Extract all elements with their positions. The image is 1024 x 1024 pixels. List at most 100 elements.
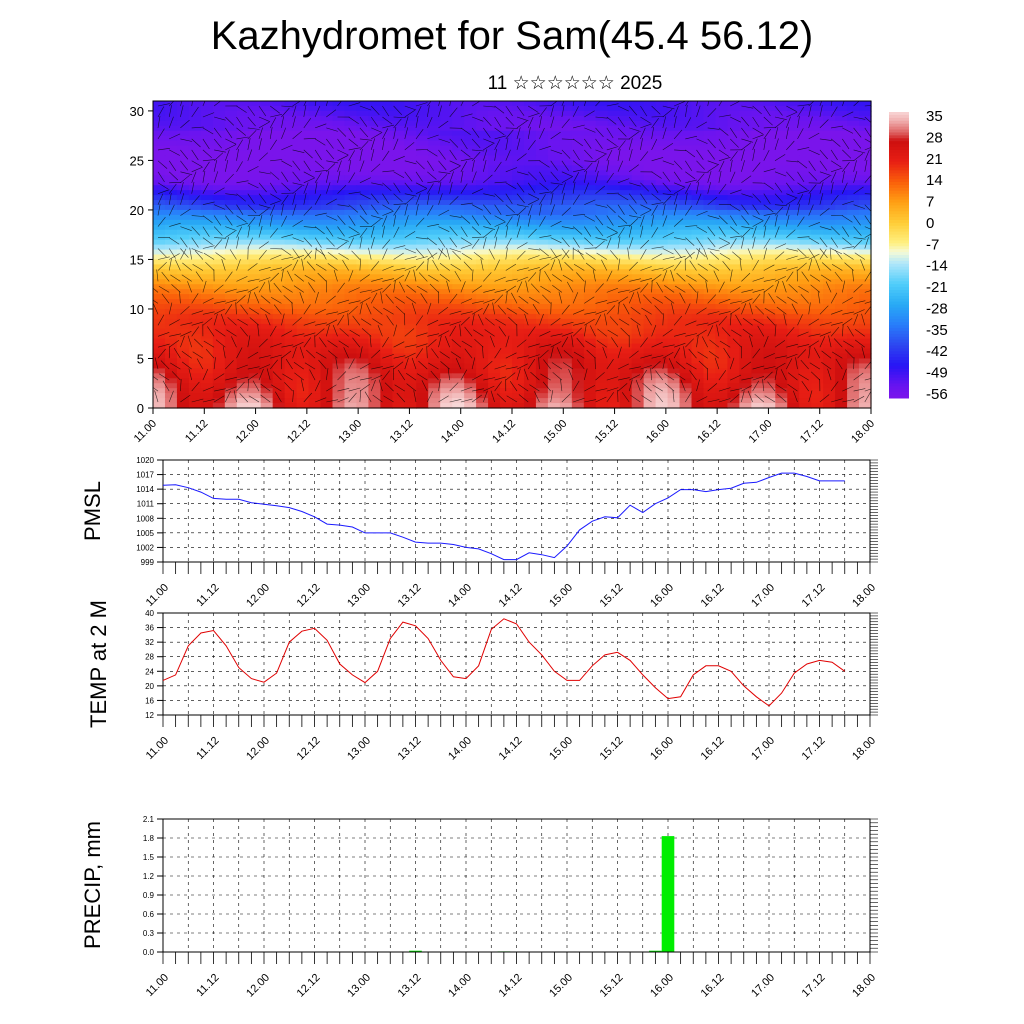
heatmap-cell [188, 204, 202, 211]
heatmap-cell [332, 160, 346, 166]
wind-barb [786, 266, 798, 271]
heatmap-cell [679, 244, 693, 251]
heatmap-cell [404, 353, 417, 360]
heatmap-cell [559, 190, 573, 196]
heatmap-cell [631, 313, 645, 320]
heatmap-cell [428, 284, 441, 290]
wind-barb [281, 105, 294, 108]
heatmap-cell [452, 358, 465, 365]
wind-barb [404, 171, 413, 182]
heatmap-cell [284, 373, 298, 379]
wind-barb [326, 295, 336, 304]
wind-barbs [153, 101, 871, 403]
heatmap-cell [236, 120, 250, 127]
wind-barb [270, 159, 283, 162]
heatmap-cell [631, 368, 645, 374]
heatmap-cell [607, 239, 621, 246]
heatmap-cell [464, 150, 477, 157]
heatmap-cell [236, 180, 250, 186]
heatmap-cell [535, 274, 549, 280]
heatmap-cell [488, 105, 501, 112]
heatmap-cell [512, 125, 525, 132]
wind-barb [371, 132, 382, 140]
heatmap-cell [452, 279, 465, 285]
heatmap-cell [188, 190, 202, 196]
heatmap-cell [476, 383, 489, 389]
heatmap-cell [236, 140, 250, 147]
heatmap-cell [272, 343, 286, 350]
heatmap-cell [380, 175, 393, 181]
heatmap-cell [823, 155, 836, 162]
heatmap-cell [308, 105, 322, 112]
heatmap-cell [859, 284, 872, 290]
heatmap-cell [188, 175, 202, 181]
heatmap-cell [332, 398, 346, 404]
heatmap-cell [535, 224, 549, 231]
heatmap-cell [703, 289, 717, 295]
heatmap-cell [476, 348, 489, 355]
wind-barb [834, 271, 843, 282]
wind-barb [685, 225, 698, 227]
heatmap-cell [643, 239, 657, 246]
heatmap-cell [428, 150, 441, 157]
heatmap-cell [559, 403, 573, 409]
heatmap-cell [787, 363, 800, 369]
heatmap-cell [164, 140, 178, 147]
wind-barb [438, 193, 443, 205]
wind-barb [439, 274, 450, 282]
wind-barb [415, 193, 421, 205]
wind-barb [768, 293, 776, 304]
wind-barb [651, 182, 659, 193]
wind-barb [191, 310, 204, 315]
wind-barb [191, 166, 203, 173]
heatmap-cell [284, 145, 298, 152]
wind-barb [348, 147, 361, 151]
heatmap-cell [619, 130, 633, 137]
heatmap-cell [691, 209, 705, 216]
wind-barb [774, 193, 784, 203]
heatmap-cell [440, 249, 453, 256]
heatmap-cell [452, 110, 465, 117]
wind-barb [314, 105, 321, 118]
heatmap-cell [464, 110, 477, 117]
heatmap-cell [703, 234, 717, 241]
heatmap-cell [559, 284, 573, 290]
heatmap-cell [835, 284, 848, 290]
heatmap-cell [691, 348, 705, 355]
heatmap-cell [344, 299, 358, 305]
wind-barb [454, 270, 462, 282]
wind-barb [730, 307, 741, 315]
heatmap-cell [512, 165, 525, 171]
wind-barb [640, 225, 644, 238]
heatmap-cell [380, 200, 393, 206]
heatmap-cell [356, 269, 369, 275]
heatmap-cell [248, 284, 262, 290]
heatmap-cell [476, 135, 489, 142]
wind-barb [348, 116, 359, 124]
heatmap-cell [571, 209, 585, 216]
heatmap-cell [607, 219, 621, 226]
heatmap-cell [703, 348, 717, 355]
heatmap-cell [380, 254, 393, 261]
heatmap-cell [380, 378, 393, 384]
wind-barb [741, 226, 754, 229]
heatmap-cell [607, 165, 621, 171]
heatmap-cell [703, 378, 717, 384]
heatmap-cell [751, 378, 764, 384]
heatmap-cell [200, 135, 214, 142]
heatmap-cell [464, 358, 477, 365]
heatmap-cell [404, 150, 417, 157]
heatmap-cell [607, 289, 621, 295]
heatmap-cell [631, 269, 645, 275]
wind-barb [281, 215, 288, 227]
wind-barb [406, 296, 417, 304]
heatmap-cell [763, 313, 776, 320]
heatmap-cell [739, 140, 752, 147]
heatmap-cell [284, 214, 298, 221]
heatmap-cell [631, 304, 645, 310]
heatmap-cell [284, 219, 298, 226]
wind-barb [673, 203, 678, 216]
wind-barb [552, 284, 563, 293]
heatmap-cell [535, 358, 549, 365]
heatmap-cell [380, 333, 393, 340]
